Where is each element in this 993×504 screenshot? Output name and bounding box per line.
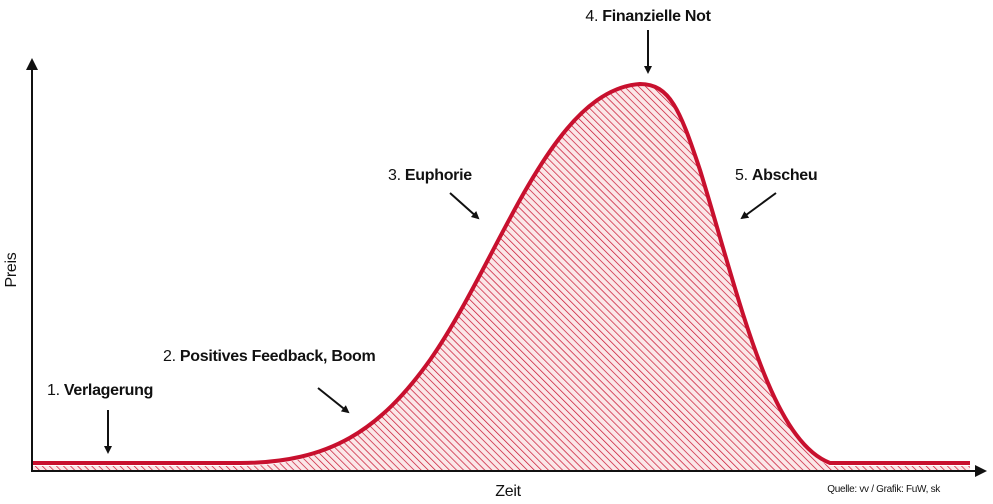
phase-label: 4. Finanzielle Not: [585, 8, 712, 74]
phase-name: Positives Feedback, Boom: [180, 348, 376, 365]
x-axis-label: Zeit: [495, 483, 521, 500]
phase-label: 3. Euphorie: [388, 167, 480, 220]
source: Quelle: vv / Grafik: FuW, sk: [827, 484, 941, 495]
phase-number: 2.: [163, 348, 176, 365]
y-axis-label: Preis: [3, 252, 20, 287]
phase-name: Finanzielle Not: [602, 8, 711, 25]
phase-label: 1. Verlagerung: [47, 382, 153, 454]
phase-number: 1.: [47, 382, 60, 399]
phase-name: Abscheu: [752, 167, 817, 184]
svg-text:2. Positives Feedback, Boom: 2. Positives Feedback, Boom: [163, 348, 376, 365]
phase-name: Euphorie: [405, 167, 472, 184]
svg-text:5. Abscheu: 5. Abscheu: [735, 167, 817, 184]
phase-number: 5.: [735, 167, 748, 184]
arrow: [449, 192, 480, 220]
phase-number: 3.: [388, 167, 401, 184]
phase-number: 4.: [585, 8, 598, 25]
svg-text:1. Verlagerung: 1. Verlagerung: [47, 382, 153, 399]
arrow: [740, 192, 777, 220]
bubble-area: [32, 84, 970, 471]
phase-name: Verlagerung: [64, 382, 153, 399]
phase-label: 2. Positives Feedback, Boom: [163, 348, 376, 414]
svg-text:4. Finanzielle Not: 4. Finanzielle Not: [585, 8, 711, 25]
phase-label: 5. Abscheu: [735, 167, 818, 220]
svg-text:3. Euphorie: 3. Euphorie: [388, 167, 472, 184]
arrow: [317, 387, 350, 414]
bubble-curve: [32, 81, 970, 465]
